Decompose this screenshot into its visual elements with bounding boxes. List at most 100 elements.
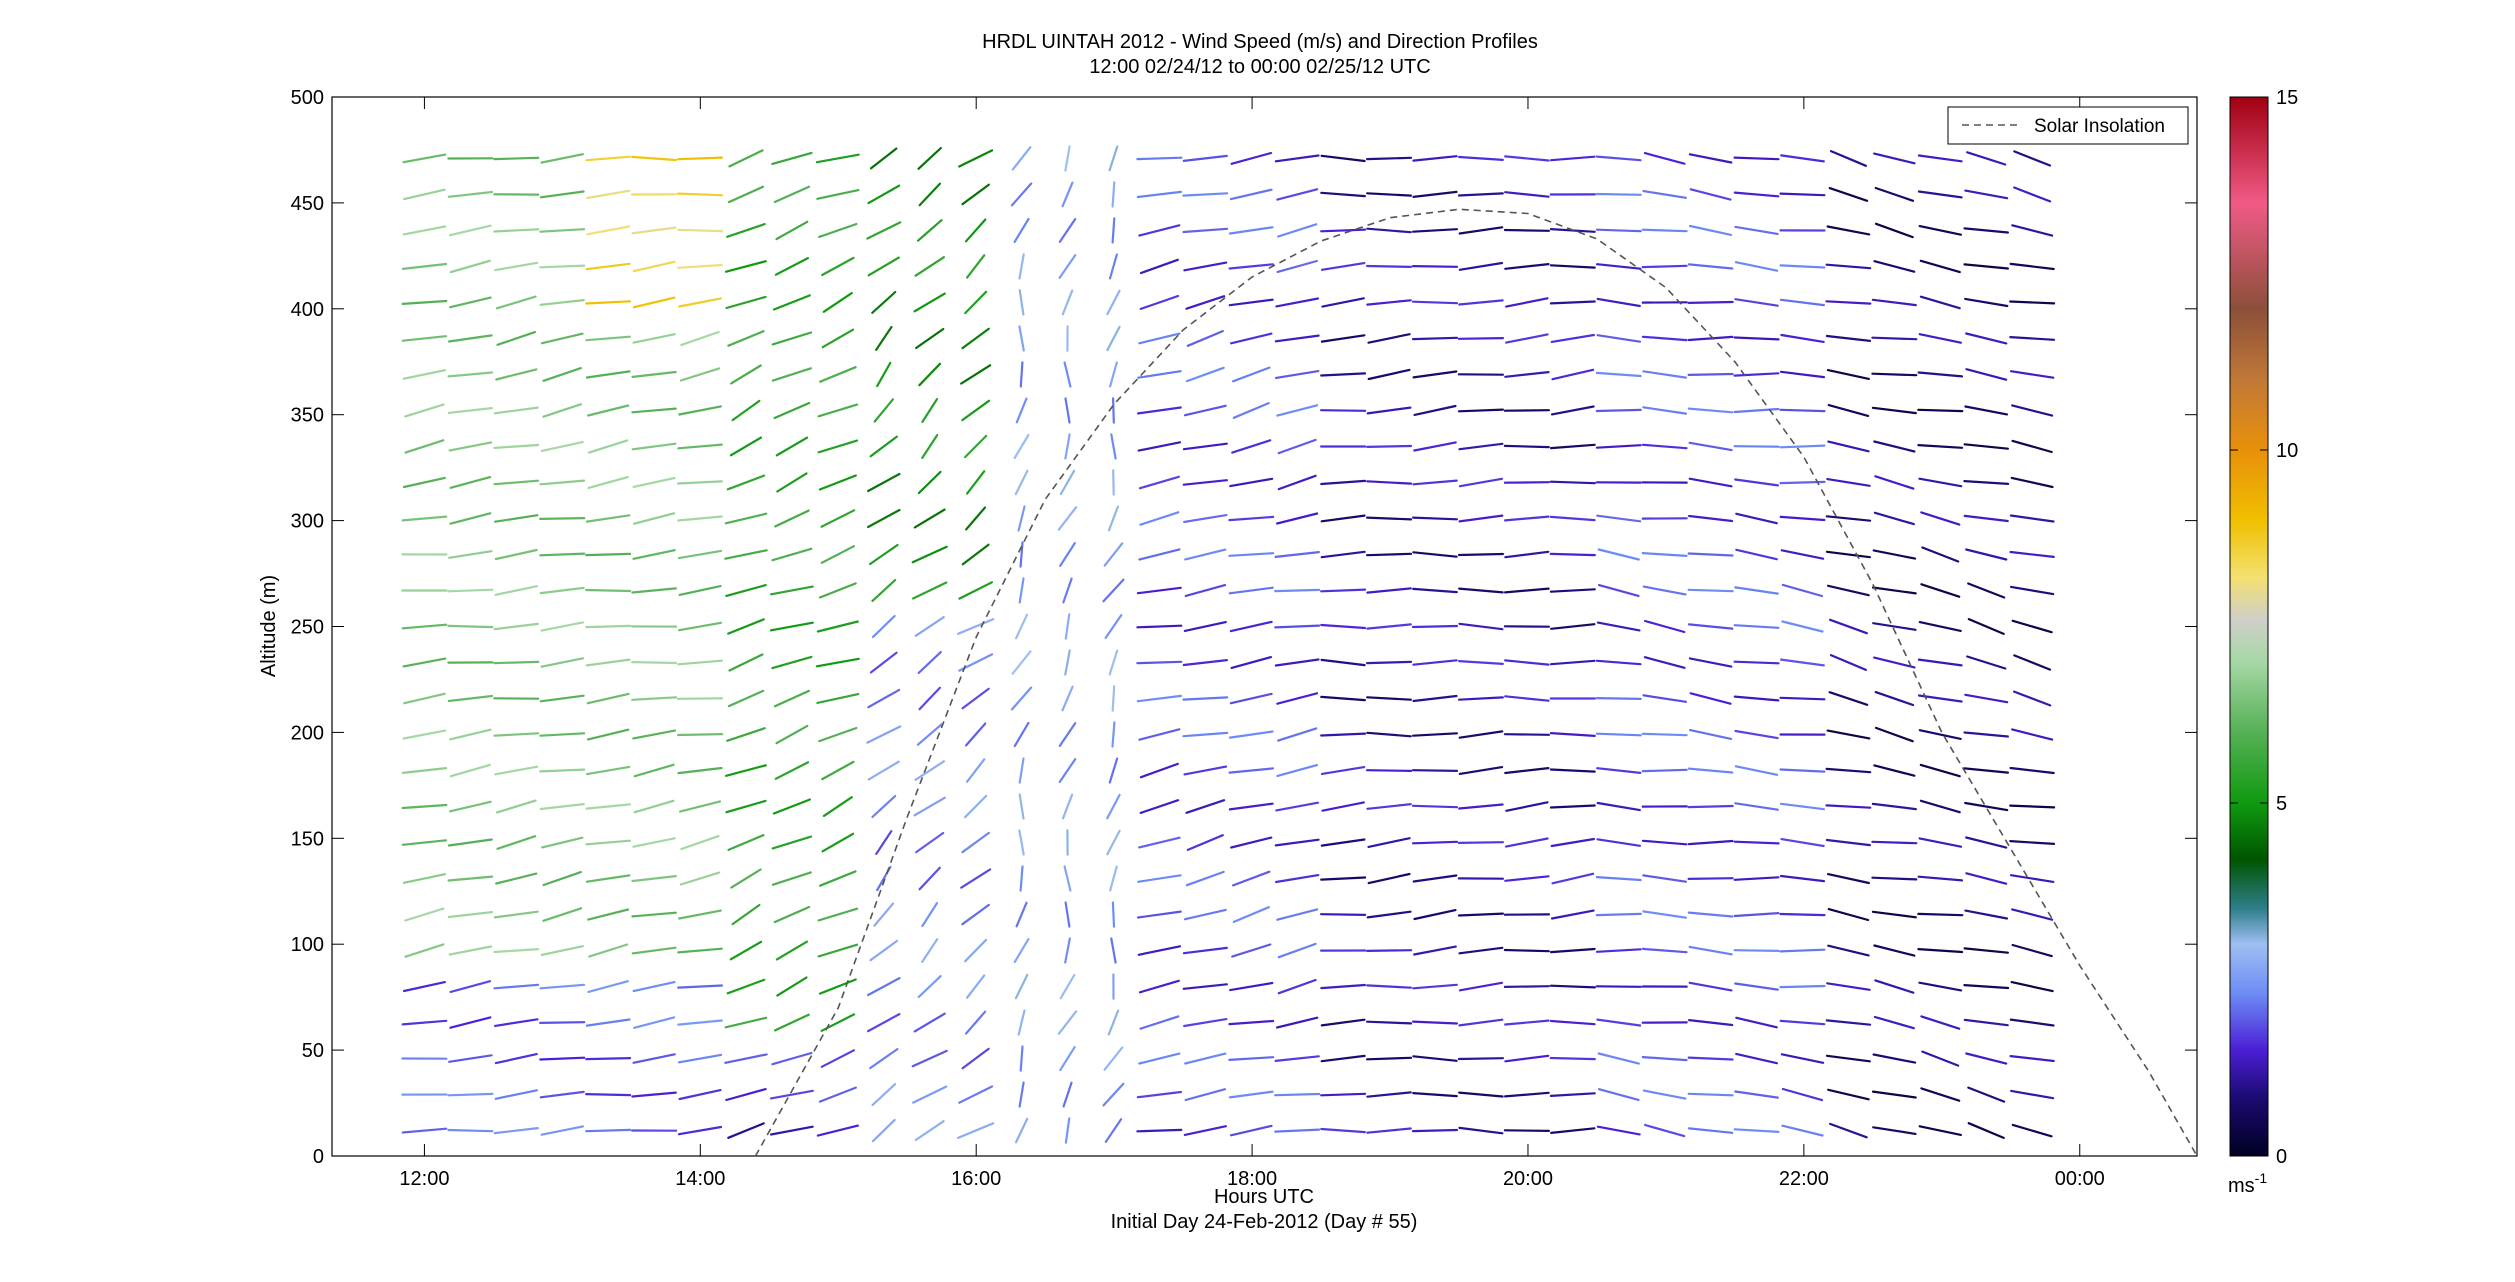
wind-vector [871, 794, 897, 819]
wind-vector [1366, 1127, 1412, 1134]
wind-vector [1687, 1056, 1734, 1061]
wind-vector [1274, 154, 1320, 163]
wind-vector [917, 650, 942, 675]
wind-vector [1182, 227, 1229, 234]
wind-vector [1015, 397, 1028, 424]
wind-vector [1964, 297, 2009, 308]
wind-vector [677, 549, 723, 560]
wind-vector [1413, 945, 1457, 956]
wind-vector [1229, 620, 1273, 633]
wind-vector [402, 657, 447, 668]
wind-vector [921, 938, 939, 964]
wind-vector [632, 476, 676, 488]
wind-vector-field [401, 145, 2056, 1144]
wind-vector [1549, 768, 1596, 773]
wind-vector [1182, 946, 1228, 955]
wind-vector [449, 800, 492, 813]
wind-vector [1061, 289, 1074, 316]
wind-vector [1504, 155, 1550, 162]
wind-vector [871, 578, 897, 603]
wind-vector [539, 694, 585, 703]
wind-vector [1320, 983, 1367, 990]
wind-vector [1457, 1057, 1505, 1061]
wind-vector [449, 476, 492, 489]
wind-vector [1964, 801, 2009, 812]
wind-vector [631, 696, 678, 701]
wind-vector [1138, 728, 1181, 741]
wind-vector [631, 1091, 677, 1098]
wind-vector [729, 940, 763, 961]
wind-vector [1917, 154, 1963, 163]
wind-vector [1320, 1127, 1367, 1134]
wind-vector [867, 760, 900, 781]
wind-vector [1366, 910, 1412, 919]
wind-vector [676, 984, 724, 989]
wind-vector [1688, 728, 1733, 741]
wind-vector [633, 763, 675, 778]
wind-vector [677, 263, 724, 269]
wind-vector [724, 260, 767, 273]
wind-vector [678, 297, 722, 308]
wind-vector [1549, 659, 1596, 666]
wind-vector [1061, 793, 1074, 820]
wind-vector [1641, 551, 1688, 558]
wind-vector [539, 586, 585, 595]
wind-vector [1276, 692, 1319, 705]
wind-vector [1011, 650, 1032, 675]
wind-vector [1411, 300, 1459, 305]
wind-vector [1136, 406, 1182, 415]
wind-vector [1110, 937, 1117, 964]
wind-vector [1919, 799, 1961, 814]
legend-solar-label: Solar Insolation [2034, 116, 2165, 137]
wind-vector [542, 907, 583, 922]
wind-vector [1781, 583, 1824, 598]
wind-vector [585, 262, 631, 271]
wind-vector [1064, 613, 1071, 640]
wind-vector [817, 403, 859, 418]
wind-vector [1228, 802, 1274, 811]
wind-vector [916, 219, 943, 242]
wind-vector [1687, 263, 1734, 270]
wind-vector [1549, 588, 1596, 593]
wind-vector [1643, 656, 1686, 669]
wind-vector [1963, 1018, 2009, 1027]
wind-vector [1549, 480, 1596, 485]
wind-vector [1182, 479, 1229, 486]
wind-vector [2009, 336, 2056, 341]
wind-vector [631, 370, 677, 378]
wind-vector [1964, 693, 2009, 704]
wind-vector [866, 472, 901, 493]
wind-vector [1595, 192, 1642, 196]
wind-vector [1733, 876, 1780, 881]
wind-vector [676, 192, 724, 197]
wind-vector [1274, 588, 1321, 593]
y-tick-label: 0 [313, 1146, 324, 1168]
wind-vector [1549, 300, 1596, 305]
wind-vector [1595, 659, 1642, 666]
wind-vector [1411, 840, 1459, 845]
wind-vector [1641, 839, 1688, 846]
wind-vector [1733, 336, 1780, 341]
wind-vector [447, 838, 493, 847]
wind-vector [2009, 874, 2055, 884]
wind-vector [1231, 943, 1272, 958]
wind-vector [1062, 1081, 1073, 1108]
wind-vector [1138, 1052, 1181, 1065]
wind-vector [1411, 1020, 1459, 1025]
wind-vector [1458, 261, 1504, 271]
wind-vector [1010, 182, 1033, 207]
wind-vector [1182, 696, 1229, 701]
wind-vector [494, 1018, 539, 1028]
wind-vector [404, 943, 445, 958]
wind-vector [1274, 624, 1321, 629]
wind-vector [1228, 586, 1274, 595]
wind-vector [540, 153, 585, 164]
wind-vector [494, 548, 538, 561]
wind-vector [1321, 297, 1365, 308]
wind-vector [1641, 947, 1688, 954]
wind-vector [1779, 984, 1826, 989]
wind-vector [679, 367, 721, 382]
wind-vector [1550, 623, 1596, 630]
wind-vector [1183, 261, 1228, 272]
wind-vector [816, 620, 859, 633]
